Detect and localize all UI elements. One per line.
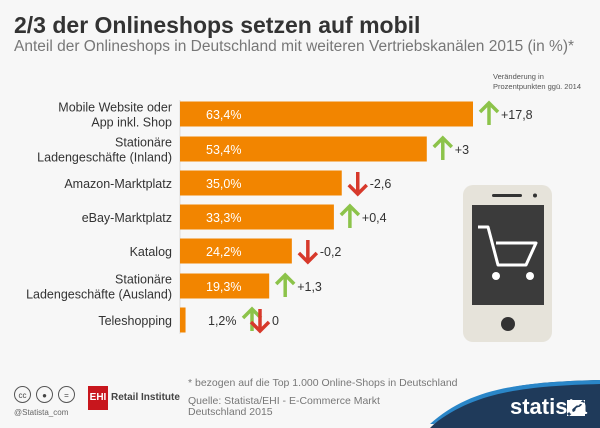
bar (180, 204, 334, 230)
ehi-logo-icon: EHI (88, 386, 108, 410)
phone-illustration-icon (463, 185, 552, 342)
category-label: Katalog (130, 245, 172, 259)
data-label: 35,0% (206, 177, 241, 191)
footnote: * bezogen auf die Top 1.000 Online-Shops… (188, 377, 458, 389)
data-label: 24,2% (206, 245, 241, 259)
category-label: Ladengeschäfte (Inland) (37, 151, 172, 165)
statista-logo: statista (510, 394, 588, 419)
bar (180, 170, 342, 196)
arrow-down-icon (347, 172, 368, 197)
category-label: eBay-Marktplatz (82, 211, 172, 225)
change-note: Veränderung in Prozentpunkten ggü. 2014 (493, 72, 581, 92)
arrow-down-icon (297, 240, 319, 265)
data-label: 1,2% (208, 314, 237, 328)
bar (180, 238, 292, 264)
arrow-up-icon (241, 306, 263, 331)
change-note-line: Prozentpunkten ggü. 2014 (493, 82, 581, 91)
arrow-up-icon (478, 100, 500, 125)
bar (180, 273, 270, 299)
data-label: 53,4% (206, 143, 241, 157)
change-label: +17,8 (501, 108, 533, 122)
bar (180, 136, 427, 162)
change-label: -2,6 (370, 177, 392, 191)
by-license-icon: ● (36, 386, 53, 403)
change-label: 0 (272, 314, 279, 328)
category-label: Stationäre (115, 136, 172, 150)
chart-subtitle: Anteil der Onlineshops in Deutschland mi… (14, 38, 575, 55)
source: Quelle: Statista/EHI - E-Commerce Markt … (188, 395, 380, 418)
data-label: 33,3% (206, 211, 241, 225)
change-label: +1,3 (297, 280, 322, 294)
data-label: 19,3% (206, 280, 241, 294)
twitter-handle: @Statista_com (14, 408, 69, 417)
chart-title: 2/3 der Onlineshops setzen auf mobil (14, 12, 421, 38)
bar (180, 307, 186, 333)
category-label: Ladengeschäfte (Ausland) (26, 288, 172, 302)
nd-license-icon: = (58, 386, 75, 403)
change-note-line: Veränderung in (493, 72, 544, 81)
category-label: Amazon-Marktplatz (64, 177, 172, 191)
change-label: -0,2 (320, 245, 342, 259)
bar (180, 101, 473, 127)
cc-license-icon: cc (14, 386, 31, 403)
category-label: Stationäre (115, 273, 172, 287)
arrow-up-icon (274, 272, 296, 297)
category-label: Mobile Website oder (58, 101, 172, 115)
data-label: 63,4% (206, 108, 241, 122)
category-label: App inkl. Shop (91, 116, 172, 130)
arrow-up-icon (339, 203, 361, 228)
arrow-up-icon (432, 135, 454, 160)
arrow-down-icon (249, 309, 271, 334)
partner-logo: Retail Institute (111, 392, 180, 403)
change-label: +0,4 (362, 211, 387, 225)
change-label: +3 (455, 143, 469, 157)
category-label: Teleshopping (98, 314, 172, 328)
